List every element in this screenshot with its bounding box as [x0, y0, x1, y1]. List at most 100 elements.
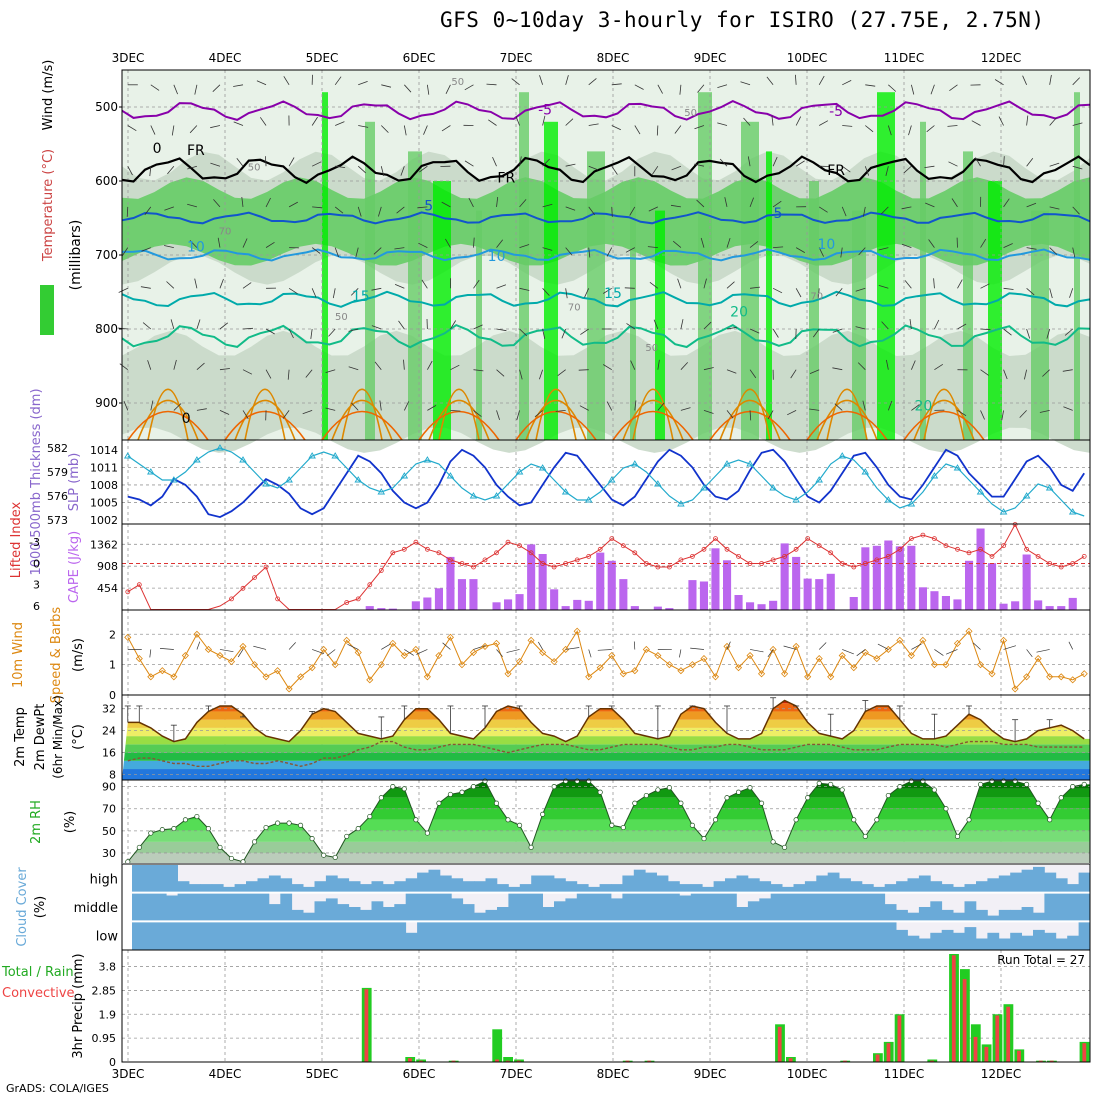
- wind-point: [297, 673, 305, 681]
- wind-barb: [649, 281, 659, 289]
- cloud-bar: [177, 921, 190, 950]
- wind-barb: [242, 410, 249, 420]
- cloud-bar: [474, 881, 486, 893]
- wind-barb: [957, 279, 963, 289]
- x-tick-label-bottom: 6DEC: [403, 1067, 436, 1081]
- wind-barb: [855, 287, 866, 292]
- li-point: [275, 596, 281, 602]
- wind-point: [758, 670, 766, 678]
- isotherm-low: [321, 410, 403, 441]
- cloud-bar: [668, 892, 680, 922]
- cloud-bar: [1067, 935, 1079, 950]
- rh-point: [793, 817, 799, 823]
- cloud-bar: [200, 921, 213, 950]
- wind-barb: [565, 75, 569, 85]
- x-tick-label-top: 11DEC: [884, 51, 924, 65]
- wind-line: [127, 630, 1085, 690]
- wind-barb: [888, 84, 897, 92]
- x-tick-label-top: 9DEC: [694, 51, 727, 65]
- isotherm-low: [438, 388, 480, 441]
- rh-band: [122, 788, 1090, 798]
- cloud-bar: [268, 875, 281, 893]
- thickness-point: [561, 488, 570, 495]
- li-point: [471, 564, 476, 570]
- li-point: [793, 546, 799, 552]
- wind-barb: [283, 76, 290, 86]
- cloud-bar: [702, 886, 714, 893]
- wind-barb: [253, 645, 267, 650]
- wind-barb: [945, 649, 958, 655]
- cloud-bar: [280, 878, 293, 893]
- wind-barb: [371, 287, 382, 291]
- cloud-bar: [941, 884, 954, 893]
- cloud-bar: [725, 892, 737, 922]
- cloud-bar: [314, 901, 327, 922]
- li-point: [528, 550, 534, 556]
- rh-point: [759, 800, 765, 806]
- li-point: [920, 532, 926, 538]
- thickness-point: [123, 452, 132, 459]
- wind-barb: [726, 237, 731, 248]
- thickness-point: [170, 476, 178, 483]
- wind-barb: [749, 369, 757, 379]
- cape-bar: [941, 596, 950, 610]
- wind-point: [285, 685, 293, 693]
- wind-barb: [334, 76, 342, 86]
- li-point: [1047, 561, 1053, 566]
- cloud-bar: [873, 921, 886, 950]
- wind-barb: [417, 206, 428, 209]
- precip-tick-label: 1.9: [99, 1008, 117, 1021]
- minmax-label: (6hr Min/Max): [51, 695, 65, 779]
- cloud-bar: [679, 884, 692, 893]
- cape-bar: [630, 606, 639, 610]
- wind-point: [608, 651, 616, 660]
- rh-point: [390, 784, 396, 790]
- wind-barb: [812, 328, 820, 338]
- wind-barb: [325, 407, 336, 411]
- wind-barb: [772, 287, 783, 294]
- li-point: [724, 546, 730, 552]
- wind-barb: [703, 278, 707, 289]
- wind-barb: [901, 243, 912, 248]
- wind-barb: [126, 206, 129, 217]
- wind-barb: [167, 165, 175, 175]
- wind-barb: [626, 323, 636, 330]
- wind-barb: [671, 165, 682, 171]
- cape-bar: [665, 608, 674, 610]
- precip-tick-label: 3.8: [99, 961, 117, 974]
- cape-bar: [918, 587, 927, 610]
- wind-barb: [1049, 288, 1053, 299]
- cloud-bar: [782, 886, 794, 893]
- wind-barb: [842, 649, 854, 655]
- cloud-bar: [508, 892, 521, 922]
- wind-barb: [555, 410, 566, 412]
- cloud-bar: [884, 884, 897, 893]
- wind-barb: [326, 649, 336, 657]
- cloud-bar: [690, 921, 703, 950]
- wind-barb: [310, 328, 313, 339]
- wind-point: [412, 645, 420, 654]
- thickness-point: [907, 500, 916, 507]
- precip-conv-bar: [516, 1060, 521, 1062]
- cloud-bar: [1044, 892, 1057, 922]
- wind-barb: [400, 166, 405, 176]
- wind-point: [366, 676, 374, 684]
- wind-point: [135, 655, 143, 663]
- wind-barb: [219, 649, 234, 653]
- wind-barb: [242, 282, 252, 289]
- cloud-bar: [382, 907, 395, 922]
- cape-bar: [711, 548, 720, 610]
- wind-point: [1034, 655, 1042, 663]
- wind-point: [446, 633, 454, 641]
- cloud-bar: [782, 921, 794, 950]
- cloud-bar: [1067, 892, 1079, 922]
- wind-barb: [127, 166, 133, 176]
- cloud-bar: [736, 875, 749, 893]
- li-point: [1070, 561, 1076, 566]
- cape-bar: [826, 573, 835, 610]
- cape-bar: [377, 608, 386, 610]
- cloud-bar: [337, 904, 350, 922]
- li-point: [885, 554, 891, 559]
- cape-bar: [861, 547, 870, 610]
- isotherm-low: [913, 399, 975, 441]
